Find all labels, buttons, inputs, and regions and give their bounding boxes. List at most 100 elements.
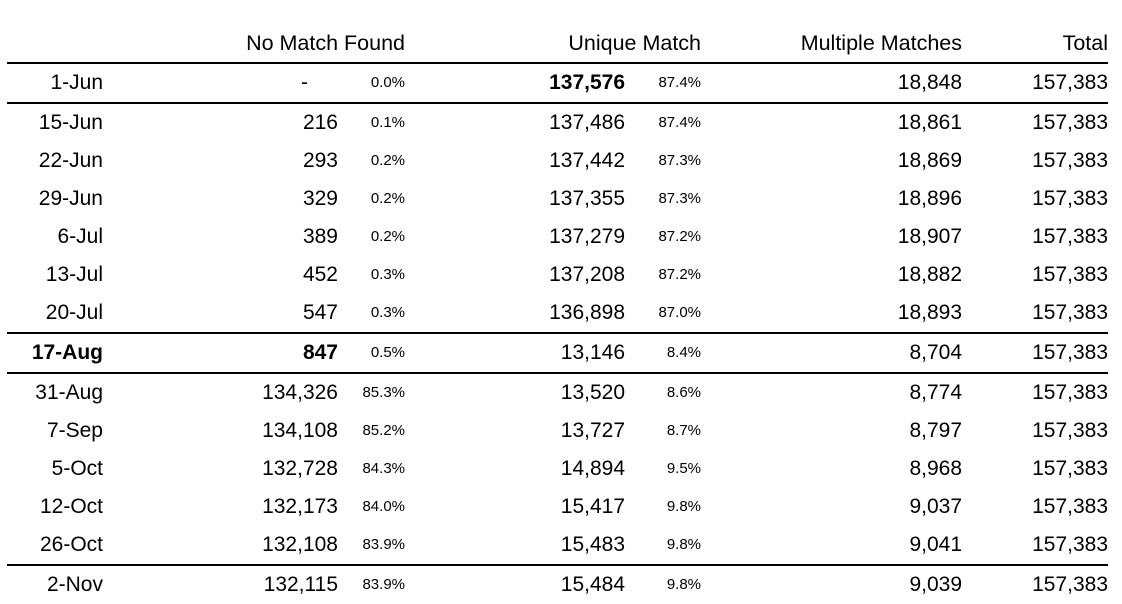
multiple-matches-cell: 9,041 (701, 526, 963, 566)
date-cell: 5-Oct (51, 457, 103, 480)
date-cell: 7-Sep (46, 419, 103, 442)
no-match-percent-cell: 0.1% (370, 114, 406, 131)
total-cell: 157,383 (1032, 457, 1109, 480)
table-row: 5-Oct 132,728 84.3% 14,894 9.5% 8,968 15… (7, 450, 1108, 488)
unique-match-percent-cell: 87.4% (625, 63, 702, 104)
multiple-matches-column-header: Multiple Matches (701, 25, 963, 64)
total-cell: 157,383 (1032, 187, 1109, 210)
date-cell: 31-Aug (35, 381, 103, 404)
unique-match-percent-cell: 9.8% (666, 498, 702, 515)
no-match-percent-cell: 84.3% (362, 460, 406, 477)
table-row: 20-Jul 547 0.3% 136,898 87.0% 18,893 157… (7, 294, 1109, 334)
total-cell: 157,383 (962, 294, 1109, 334)
total-cell: 157,383 (1032, 149, 1109, 172)
multiple-matches-cell: 8,797 (909, 419, 963, 442)
date-cell: 13-Jul (45, 263, 103, 286)
unique-match-count-cell: 137,279 (549, 225, 626, 248)
no-match-count-cell: 293 (302, 149, 338, 172)
no-match-count-cell: 134,108 (262, 419, 338, 442)
table-row: 31-Aug 134,326 85.3% 13,520 8.6% 8,774 1… (7, 373, 1108, 412)
no-match-count-cell: 452 (302, 263, 338, 286)
date-cell: 22-Jun (38, 149, 103, 172)
table-row: 22-Jun 293 0.2% 137,442 87.3% 18,869 157… (7, 142, 1108, 180)
total-column-header: Total (962, 25, 1109, 64)
unique-match-percent-cell: 9.8% (625, 526, 702, 566)
unique-match-count-cell: 137,442 (549, 149, 626, 172)
table-row: 26-Oct 132,108 83.9% 15,483 9.8% 9,041 1… (7, 526, 1109, 566)
multiple-matches-cell: 8,704 (701, 333, 963, 374)
multiple-matches-cell: 18,893 (701, 294, 963, 334)
no-match-percent-cell: 0.3% (338, 294, 406, 334)
unique-match-count-cell: 137,355 (549, 187, 626, 210)
no-match-count-cell: 132,108 (103, 526, 338, 566)
unique-match-count-cell: 13,727 (560, 419, 626, 442)
unique-match-count-cell: 137,576 (405, 63, 626, 104)
date-cell: 20-Jul (7, 294, 103, 334)
date-cell: 29-Jun (38, 187, 103, 210)
no-match-count-cell: 847 (103, 333, 338, 374)
unique-match-percent-cell: 87.2% (658, 266, 702, 283)
no-match-found-column-header: No Match Found (103, 25, 406, 64)
total-cell: 157,383 (1032, 263, 1109, 286)
multiple-matches-cell: 18,848 (701, 63, 963, 104)
unique-match-count-cell: 13,146 (405, 333, 626, 374)
table-row: 7-Sep 134,108 85.2% 13,727 8.7% 8,797 15… (7, 412, 1108, 450)
multiple-matches-cell: 18,882 (897, 263, 963, 286)
no-match-percent-cell: 83.9% (338, 565, 406, 604)
no-match-percent-cell: 0.2% (370, 228, 406, 245)
no-match-percent-cell: 84.0% (362, 498, 406, 515)
no-match-count-cell: 132,728 (262, 457, 338, 480)
no-match-count-cell: 547 (103, 294, 338, 334)
total-cell: 157,383 (1032, 111, 1109, 134)
total-cell: 157,383 (962, 526, 1109, 566)
date-cell: 17-Aug (7, 333, 103, 374)
no-match-percent-cell: 0.3% (370, 266, 406, 283)
match-results-table: No Match Found Unique Match Multiple Mat… (7, 25, 1109, 604)
total-cell: 157,383 (1032, 419, 1109, 442)
multiple-matches-cell: 18,907 (897, 225, 963, 248)
no-match-percent-cell: 0.2% (370, 190, 406, 207)
no-match-percent-cell: 83.9% (338, 526, 406, 566)
multiple-matches-cell: 9,037 (909, 495, 963, 518)
no-match-count-cell: 389 (302, 225, 338, 248)
unique-match-count-cell: 13,520 (560, 381, 626, 404)
table-row: 2-Nov 132,115 83.9% 15,484 9.8% 9,039 15… (7, 565, 1109, 604)
no-match-percent-cell: 0.5% (338, 333, 406, 374)
unique-match-percent-cell: 87.3% (658, 190, 702, 207)
no-match-count-cell: 132,173 (262, 495, 338, 518)
date-cell: 26-Oct (7, 526, 103, 566)
no-match-percent-cell: 85.3% (362, 384, 406, 401)
no-match-count-cell: 134,326 (262, 381, 338, 404)
table-row: 6-Jul 389 0.2% 137,279 87.2% 18,907 157,… (7, 218, 1108, 256)
multiple-matches-cell: 18,869 (897, 149, 963, 172)
unique-match-count-cell: 15,417 (560, 495, 626, 518)
date-column-header (7, 25, 103, 64)
unique-match-percent-cell: 87.4% (658, 114, 702, 131)
multiple-matches-cell: 18,896 (897, 187, 963, 210)
no-match-count-cell: 132,115 (103, 565, 338, 604)
table-row: 13-Jul 452 0.3% 137,208 87.2% 18,882 157… (7, 256, 1108, 294)
total-cell: 157,383 (962, 333, 1109, 374)
unique-match-percent-cell: 8.4% (625, 333, 702, 374)
no-match-count-cell: - (103, 63, 338, 104)
no-match-count-cell: 216 (302, 111, 338, 134)
no-match-percent-cell: 0.0% (338, 63, 406, 104)
unique-match-percent-cell: 9.8% (625, 565, 702, 604)
unique-match-count-cell: 15,484 (405, 565, 626, 604)
table-row: 17-Aug 847 0.5% 13,146 8.4% 8,704 157,38… (7, 333, 1109, 374)
date-cell: 6-Jul (57, 225, 103, 248)
no-match-percent-cell: 0.2% (370, 152, 406, 169)
unique-match-percent-cell: 8.7% (666, 422, 702, 439)
unique-match-percent-cell: 87.0% (625, 294, 702, 334)
total-cell: 157,383 (1032, 225, 1109, 248)
multiple-matches-cell: 18,861 (897, 111, 963, 134)
multiple-matches-cell: 9,039 (701, 565, 963, 604)
unique-match-column-header: Unique Match (405, 25, 702, 64)
total-cell: 157,383 (962, 565, 1109, 604)
table-row: 29-Jun 329 0.2% 137,355 87.3% 18,896 157… (7, 180, 1108, 218)
unique-match-count-cell: 14,894 (560, 457, 626, 480)
total-cell: 157,383 (1032, 495, 1109, 518)
date-cell: 1-Jun (7, 63, 103, 104)
total-cell: 157,383 (962, 63, 1109, 104)
